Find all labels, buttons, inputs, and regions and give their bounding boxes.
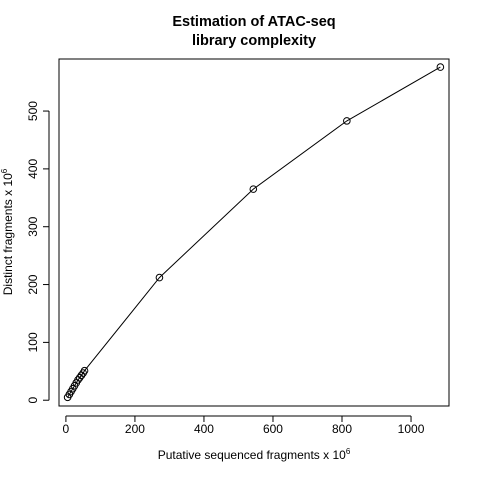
y-tick-label: 0: [26, 397, 40, 404]
x-axis-label-exponent: 6: [346, 447, 351, 456]
chart-title-line: library complexity: [192, 33, 316, 49]
x-tick-label: 800: [332, 422, 352, 436]
x-axis-label: Putative sequenced fragments x 106: [158, 447, 351, 462]
data-point: [249, 185, 258, 193]
series-line: [67, 66, 441, 398]
y-tick-label: 400: [26, 159, 40, 179]
data-point: [436, 63, 445, 71]
x-tick-label: 400: [194, 422, 214, 436]
y-tick-label: 500: [26, 101, 40, 121]
x-tick-label: 200: [125, 422, 145, 436]
y-tick-label: 100: [26, 332, 40, 352]
y-tick-label: 200: [26, 274, 40, 294]
y-axis-label: Distinct fragments x 106: [0, 168, 15, 295]
x-tick-label: 0: [63, 422, 70, 436]
y-axis-label-exponent: 6: [0, 168, 9, 173]
data-point: [155, 273, 164, 282]
y-tick-label: 300: [26, 216, 40, 236]
x-axis-label-text: Putative sequenced fragments x 10: [158, 448, 346, 462]
plot-frame: [58, 58, 450, 407]
x-tick-label: 1000: [398, 422, 425, 436]
data-point: [343, 117, 351, 125]
chart-title-line: Estimation of ATAC-seq: [172, 14, 335, 30]
x-tick-label: 600: [263, 422, 283, 436]
y-axis-label-text: Distinct fragments x 10: [1, 173, 15, 295]
data-point: [80, 366, 89, 375]
